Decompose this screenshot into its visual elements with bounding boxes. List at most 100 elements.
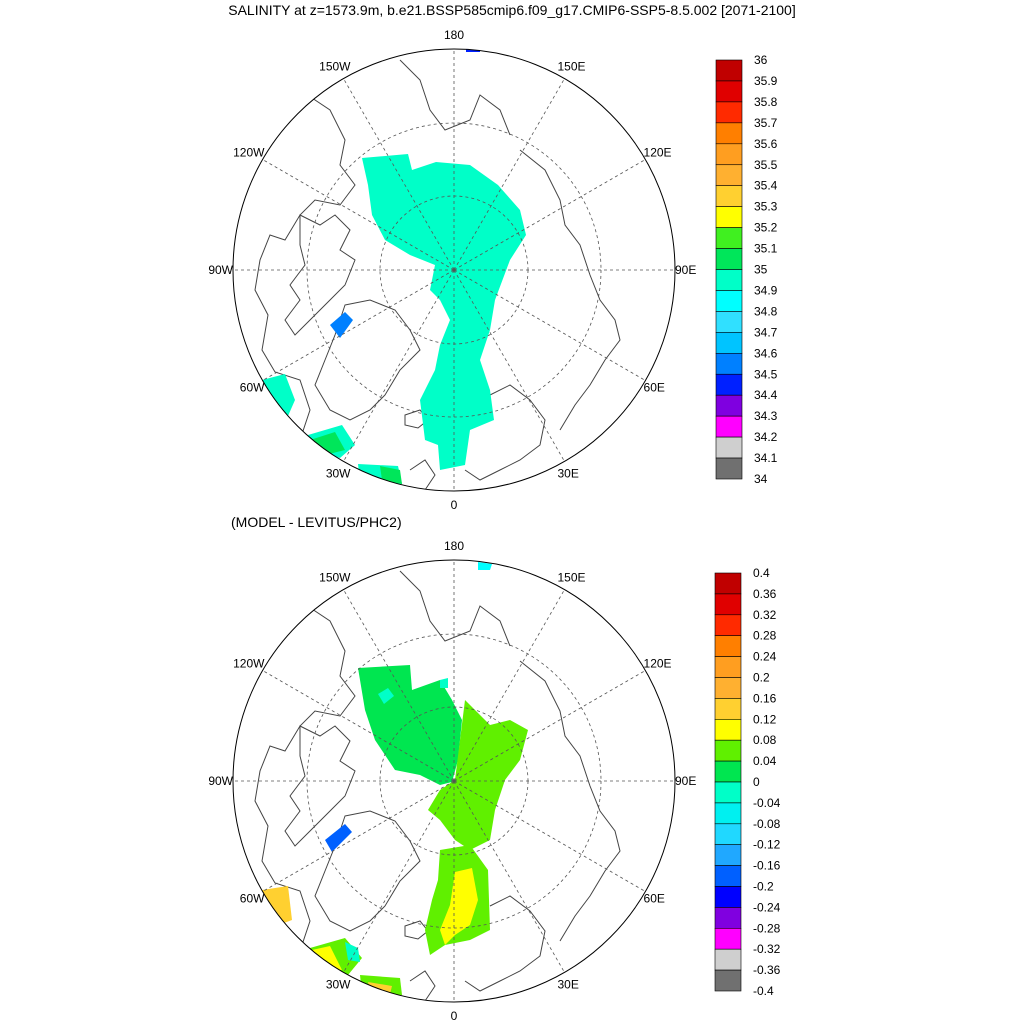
meridian-line xyxy=(453,589,565,782)
colorbar-tick-label: 34.5 xyxy=(754,367,778,381)
longitude-label: 90E xyxy=(675,263,696,277)
colorbar-tick-label: 0.36 xyxy=(753,587,777,601)
longitude-label: 150E xyxy=(558,570,586,584)
longitude-label: 120E xyxy=(644,146,672,160)
longitude-label: 150E xyxy=(558,59,586,73)
difference-yellow-core xyxy=(440,868,478,945)
meridian-line xyxy=(343,269,455,462)
salinity-baffin-region xyxy=(330,312,353,338)
colorbar-swatch xyxy=(714,760,742,783)
colorbar-tick-label: 34.4 xyxy=(754,388,778,402)
colorbar-swatch xyxy=(714,698,742,720)
colorbar-tick-label: 35 xyxy=(754,263,768,277)
colorbar-tick-label: -0.16 xyxy=(753,859,781,873)
colorbar-tick-label: 35.4 xyxy=(754,179,778,193)
longitude-label: 90W xyxy=(208,774,233,788)
colorbar-tick-label: -0.12 xyxy=(753,838,781,852)
meridian-line xyxy=(453,269,646,381)
longitude-label: 120E xyxy=(644,657,672,671)
colorbar-tick-label: 35.2 xyxy=(754,221,778,235)
difference-baffin-region xyxy=(325,824,352,852)
colorbar-swatch xyxy=(715,457,743,480)
colorbar-tick-label: 34.1 xyxy=(754,451,778,465)
meridian-line xyxy=(453,269,565,462)
colorbar-tick-label: 34.3 xyxy=(754,409,778,423)
colorbar-tick-label: -0.28 xyxy=(753,921,781,935)
colorbar-tick-label: 34.9 xyxy=(754,283,778,297)
colorbar-tick-label: 0.16 xyxy=(753,691,777,705)
meridian-line xyxy=(453,670,646,782)
colorbar-tick-label: 35.9 xyxy=(754,74,778,88)
colorbar-tick-label: 36 xyxy=(754,53,768,67)
colorbar-tick-label: 35.6 xyxy=(754,137,778,151)
longitude-label: 90W xyxy=(208,263,233,277)
meridian-line xyxy=(262,670,455,782)
longitude-label: 120W xyxy=(233,657,265,671)
coastline-scandinavia xyxy=(464,384,546,481)
salinity-atlantic-green-2 xyxy=(380,466,402,484)
colorbar-tick-label: 34.8 xyxy=(754,304,778,318)
colorbar-tick-label: 34.6 xyxy=(754,346,778,360)
coastline-uk xyxy=(409,459,436,491)
colorbar-tick-label: 0.04 xyxy=(753,754,777,768)
meridian-line xyxy=(262,159,455,271)
colorbar-tick-label: 35.8 xyxy=(754,95,778,109)
coastline-siberia xyxy=(519,149,621,431)
longitude-label: 0 xyxy=(451,498,458,512)
salinity-arctic-region xyxy=(362,154,526,470)
coastline-siberia xyxy=(519,660,621,942)
difference-labrador-region xyxy=(262,886,292,926)
coastline-alaska xyxy=(399,570,511,647)
coastline-canadian-archipelago xyxy=(284,214,356,336)
colorbar-swatch xyxy=(714,656,742,678)
colorbar-swatch xyxy=(714,865,742,887)
difference-subtitle: (MODEL - LEVITUS/PHC2) xyxy=(231,514,402,530)
colorbar-tick-label: -0.36 xyxy=(753,963,781,977)
colorbar-tick-label: -0.2 xyxy=(753,880,774,894)
colorbar-swatch xyxy=(714,927,742,950)
difference-atlantic-yellow-1 xyxy=(312,946,342,970)
longitude-label: 30W xyxy=(326,978,351,992)
colorbar-swatch xyxy=(714,969,742,992)
longitude-label: 180 xyxy=(444,539,464,553)
colorbar-tick-label: 34 xyxy=(754,472,768,486)
longitude-label: 0 xyxy=(451,1009,458,1023)
figure-title: SALINITY at z=1573.9m, b.e21.BSSP585cmip… xyxy=(228,2,796,18)
coastline-uk xyxy=(409,970,436,1002)
colorbar-swatch xyxy=(714,802,742,825)
colorbar-swatch xyxy=(714,948,742,971)
difference-bering-region xyxy=(478,562,492,570)
longitude-label: 60E xyxy=(644,381,665,395)
colorbar-swatch xyxy=(714,718,742,741)
colorbar-tick-label: 34.7 xyxy=(754,325,778,339)
longitude-label: 150W xyxy=(319,59,351,73)
difference-colorbar: 0.4 0.36 0.32 0.28 0.24 0.2 0.16 0.12 0.08 0.04 0 -… xyxy=(714,566,781,998)
coastline-alaska xyxy=(399,59,511,136)
colorbar-tick-label: 35.5 xyxy=(754,158,778,172)
colorbar-swatch xyxy=(714,593,742,616)
longitude-label: 60W xyxy=(240,381,265,395)
longitude-label: 60W xyxy=(240,892,265,906)
colorbar-swatch xyxy=(714,572,742,595)
salinity-colorbar: 36 35.9 35.8 35.7 35.6 35.5 35.4 35.3 35.2 35.1 35… xyxy=(715,53,778,486)
longitude-label: 60E xyxy=(644,892,665,906)
meridian-line xyxy=(453,780,646,892)
longitude-label: 30E xyxy=(558,467,579,481)
colorbar-swatch xyxy=(714,614,742,636)
colorbar-tick-label: -0.08 xyxy=(753,817,781,831)
longitude-label: 180 xyxy=(444,28,464,42)
meridian-line xyxy=(453,78,565,271)
difference-eurasian-region xyxy=(428,700,528,850)
colorbar-swatch xyxy=(714,635,742,657)
colorbar-swatch xyxy=(714,781,742,804)
colorbar-tick-label: 35.7 xyxy=(754,116,778,130)
coastline-canadian-archipelago xyxy=(284,725,356,847)
salinity-atlantic-green-1 xyxy=(310,432,345,455)
meridian-line xyxy=(453,159,646,271)
meridian-line xyxy=(343,780,455,973)
colorbar-tick-label: 35.3 xyxy=(754,200,778,214)
longitude-label: 30E xyxy=(558,978,579,992)
longitude-label: 90E xyxy=(675,774,696,788)
longitude-label: 30W xyxy=(326,467,351,481)
